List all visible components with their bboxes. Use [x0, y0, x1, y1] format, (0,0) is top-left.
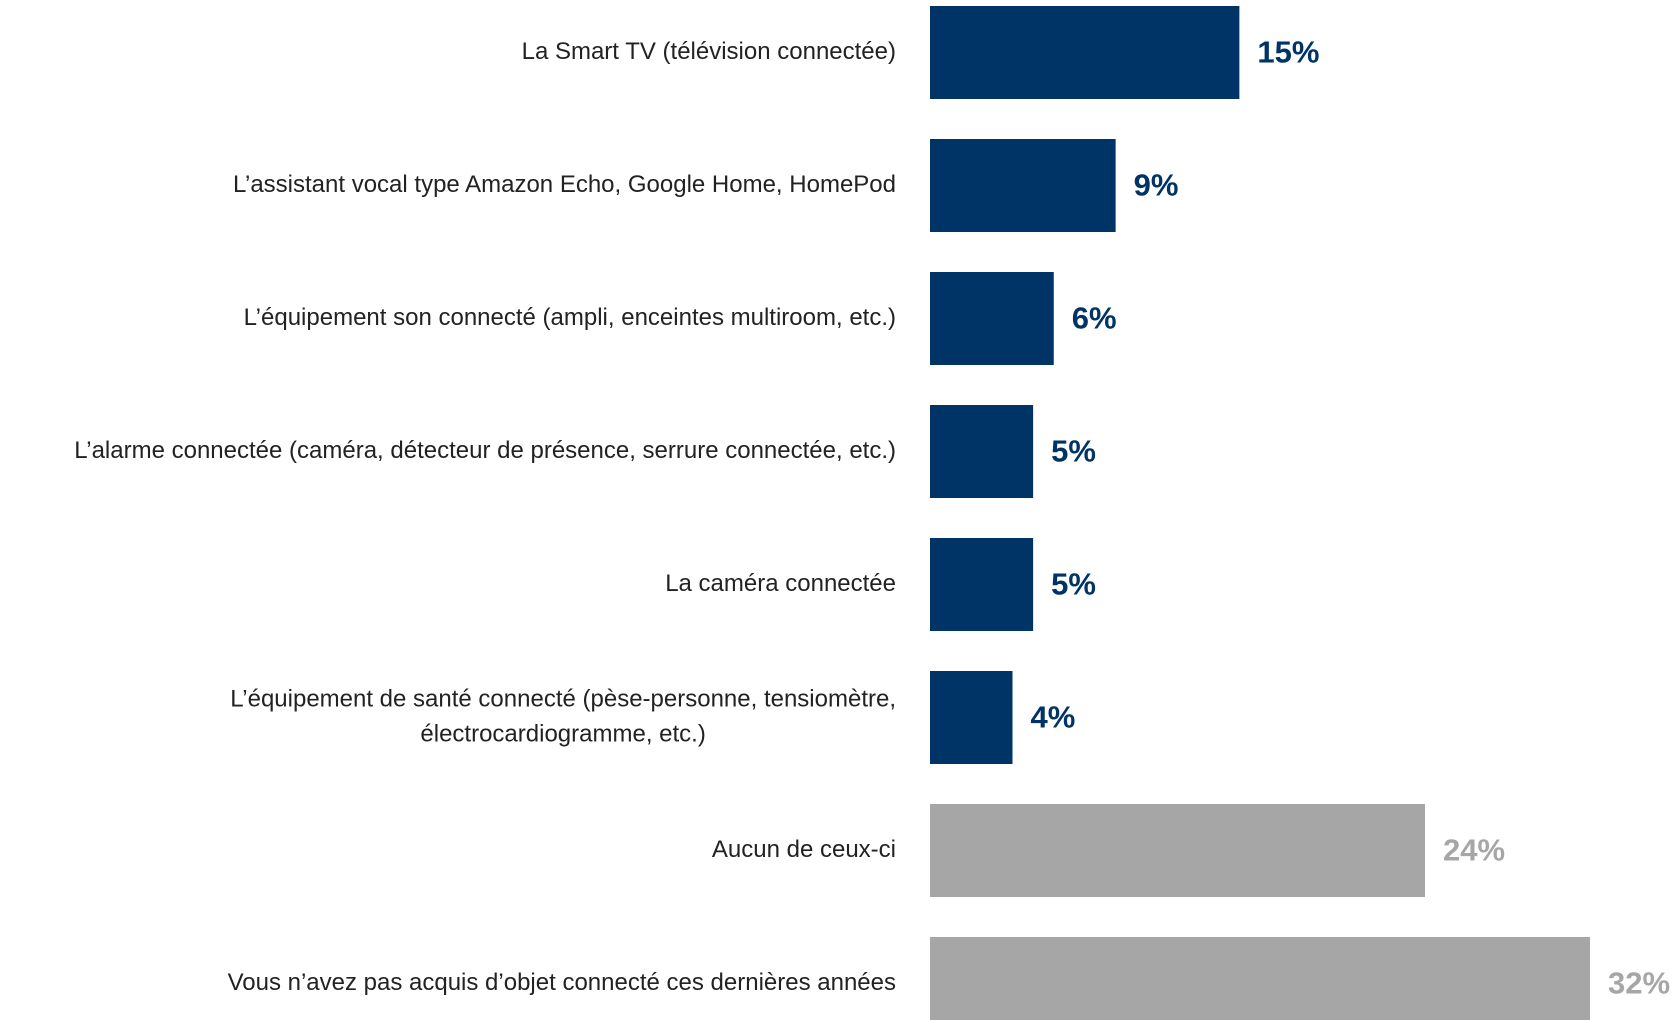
- category-label: L’équipement son connecté (ampli, encein…: [244, 304, 896, 331]
- bar-value-label: 4%: [1031, 700, 1076, 735]
- bar-value-label: 9%: [1134, 168, 1179, 203]
- bar: [930, 139, 1116, 232]
- bar-value-label: 32%: [1608, 966, 1670, 1001]
- bar: [930, 6, 1240, 99]
- category-label: L’équipement de santé connecté (pèse-per…: [230, 685, 896, 712]
- bar: [930, 538, 1034, 631]
- bar-value-label: 6%: [1072, 301, 1117, 336]
- bar-value-label: 5%: [1051, 567, 1096, 602]
- category-label: L’alarme connectée (caméra, détecteur de…: [74, 437, 896, 464]
- bar-value-label: 24%: [1443, 833, 1505, 868]
- category-label: Aucun de ceux-ci: [712, 836, 896, 863]
- category-label: La caméra connectée: [665, 570, 896, 597]
- bar: [930, 937, 1590, 1020]
- category-label: électrocardiogramme, etc.): [420, 720, 705, 747]
- bar-value-label: 5%: [1051, 434, 1096, 469]
- bar: [930, 671, 1013, 764]
- bar: [930, 272, 1054, 365]
- category-label: Vous n’avez pas acquis d’objet connecté …: [228, 969, 896, 996]
- category-label: La Smart TV (télévision connectée): [522, 38, 896, 65]
- bar: [930, 405, 1034, 498]
- bar-value-label: 15%: [1257, 35, 1319, 70]
- category-label: L’assistant vocal type Amazon Echo, Goog…: [233, 171, 896, 198]
- bar: [930, 804, 1425, 897]
